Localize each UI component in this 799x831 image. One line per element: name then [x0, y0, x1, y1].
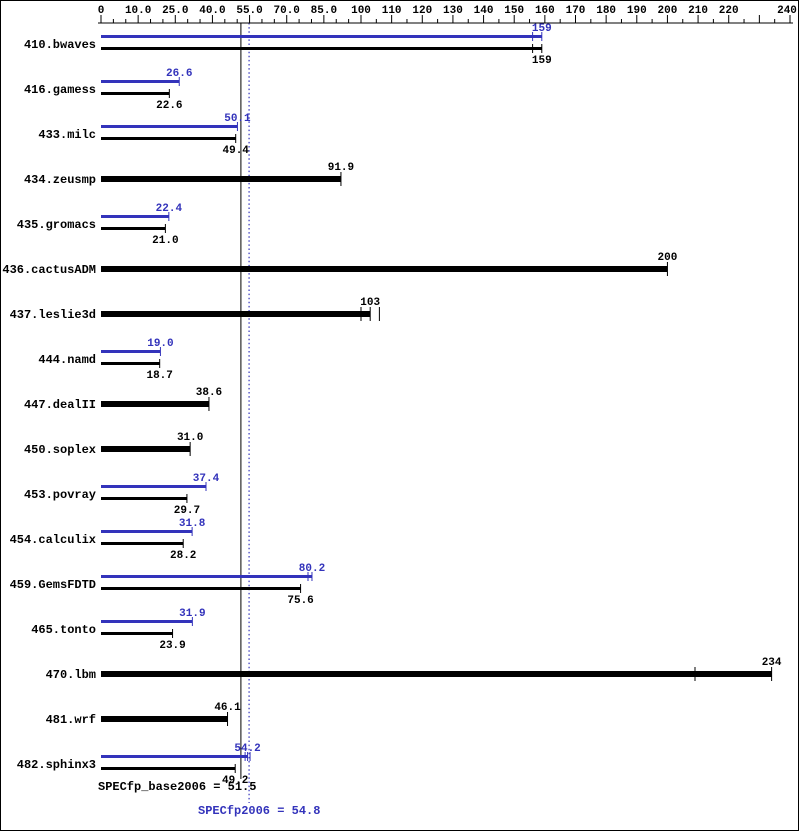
base-value-label: 18.7 — [146, 370, 172, 382]
benchmark-label: 435.gromacs — [17, 218, 96, 232]
axis-tick-label: 0 — [98, 5, 105, 17]
peak-bar — [101, 350, 161, 353]
base-value-label: 159 — [532, 55, 552, 67]
axis-tick-label: 180 — [596, 5, 616, 17]
base-value-label: 23.9 — [159, 640, 185, 652]
benchmark-label: 465.tonto — [31, 623, 96, 637]
base-value-label: 234 — [762, 657, 782, 669]
benchmark-label: 416.gamess — [24, 83, 96, 97]
peak-summary-label: SPECfp2006 = 54.8 — [198, 804, 321, 818]
axis-tick-label: 170 — [566, 5, 586, 17]
base-bar — [101, 587, 301, 590]
benchmark-label: 447.dealII — [24, 398, 96, 412]
base-value-label: 31.0 — [177, 432, 203, 444]
base-summary-label: SPECfp_base2006 = 51.5 — [98, 780, 257, 794]
peak-value-label: 37.4 — [193, 473, 220, 485]
base-bar — [101, 497, 187, 500]
base-value-label: 49.2 — [222, 775, 248, 787]
base-value-label: 22.6 — [156, 100, 182, 112]
base-bar — [101, 767, 236, 770]
benchmark-label: 450.soplex — [24, 443, 96, 457]
base-bar — [101, 47, 542, 50]
peak-bar — [101, 35, 542, 38]
peak-bar — [101, 530, 193, 533]
benchmark-label: 481.wrf — [46, 713, 96, 727]
base-bar — [101, 362, 160, 365]
base-value-label: 21.0 — [152, 235, 178, 247]
benchmark-label: 454.calculix — [10, 533, 96, 547]
axis-tick-label: 190 — [627, 5, 647, 17]
base-bar — [101, 311, 371, 317]
base-value-label: 29.7 — [174, 505, 200, 517]
benchmark-label: 410.bwaves — [24, 38, 96, 52]
base-bar — [101, 137, 236, 140]
base-bar — [101, 716, 228, 722]
peak-value-label: 31.9 — [179, 608, 205, 620]
axis-tick-label: 120 — [412, 5, 432, 17]
peak-bar — [101, 575, 312, 578]
axis-tick-label: 55.0 — [236, 5, 262, 17]
peak-bar — [101, 755, 248, 758]
benchmark-label: 444.namd — [38, 353, 96, 367]
benchmark-label: 470.lbm — [46, 668, 96, 682]
benchmark-label: 453.povray — [24, 488, 96, 502]
benchmark-label: 437.leslie3d — [10, 308, 96, 322]
base-bar — [101, 227, 166, 230]
base-value-label: 49.4 — [223, 145, 250, 157]
peak-value-label: 26.6 — [166, 68, 192, 80]
base-bar — [101, 632, 173, 635]
base-value-label: 38.6 — [196, 387, 222, 399]
benchmark-label: 459.GemsFDTD — [10, 578, 96, 592]
base-value-label: 103 — [360, 297, 380, 309]
peak-value-label: 159 — [532, 23, 552, 35]
axis-tick-label: 40.0 — [199, 5, 225, 17]
peak-value-label: 80.2 — [299, 563, 325, 575]
axis-tick-label: 200 — [658, 5, 678, 17]
peak-value-label: 54.2 — [234, 743, 260, 755]
axis-tick-label: 70.0 — [274, 5, 300, 17]
axis-tick-label: 150 — [504, 5, 524, 17]
axis-tick-label: 110 — [382, 5, 402, 17]
base-bar — [101, 92, 170, 95]
base-bar — [101, 176, 341, 182]
base-value-label: 200 — [658, 252, 678, 264]
axis-tick-label: 240 — [777, 5, 797, 17]
benchmark-label: 434.zeusmp — [24, 173, 96, 187]
peak-bar — [101, 485, 206, 488]
peak-value-label: 31.8 — [179, 518, 206, 530]
base-value-label: 46.1 — [214, 702, 241, 714]
axis-tick-label: 85.0 — [311, 5, 337, 17]
base-value-label: 75.6 — [287, 595, 313, 607]
base-bar — [101, 401, 209, 407]
axis-tick-label: 100 — [351, 5, 371, 17]
base-bar — [101, 671, 772, 677]
base-value-label: 91.9 — [328, 162, 354, 174]
peak-value-label: 19.0 — [147, 338, 173, 350]
axis-tick-label: 220 — [719, 5, 739, 17]
benchmark-label: 436.cactusADM — [2, 263, 96, 277]
axis-tick-label: 140 — [474, 5, 494, 17]
peak-bar — [101, 620, 193, 623]
base-value-label: 28.2 — [170, 550, 196, 562]
axis-tick-label: 160 — [535, 5, 555, 17]
peak-value-label: 50.1 — [224, 113, 251, 125]
base-bar — [101, 542, 184, 545]
base-bar — [101, 446, 191, 452]
peak-bar — [101, 215, 169, 218]
axis-tick-label: 10.0 — [125, 5, 151, 17]
peak-bar — [101, 125, 238, 128]
axis-tick-label: 25.0 — [162, 5, 188, 17]
benchmark-label: 482.sphinx3 — [17, 758, 96, 772]
axis-tick-label: 130 — [443, 5, 463, 17]
peak-bar — [101, 80, 180, 83]
benchmark-label: 433.milc — [38, 128, 96, 142]
peak-value-label: 22.4 — [156, 203, 183, 215]
base-bar — [101, 266, 668, 272]
axis-tick-label: 210 — [688, 5, 708, 17]
